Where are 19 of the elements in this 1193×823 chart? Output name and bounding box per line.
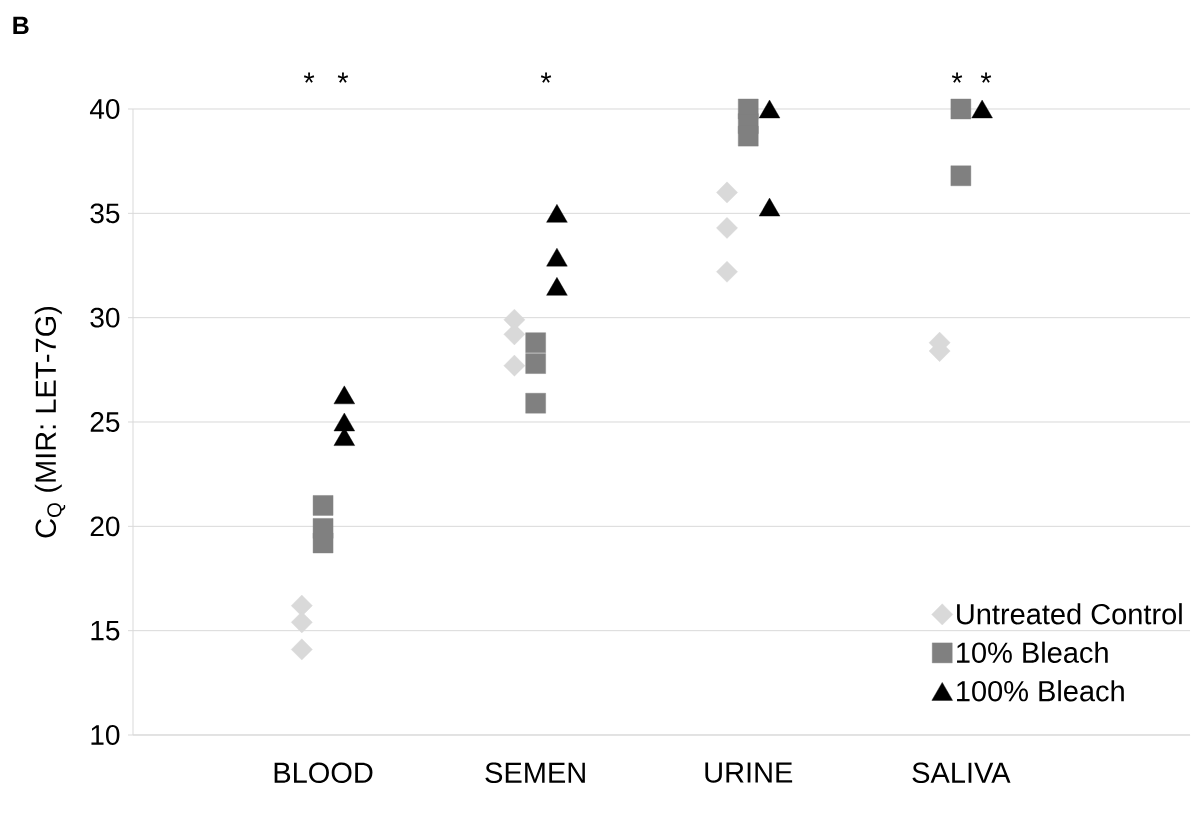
y-axis-title: C$_{Q}$ (MIR: LET-7G) [34,306,66,538]
y-tick-label: 10 [91,725,120,745]
x-tick-label: URINE [705,762,793,783]
text: * [540,72,552,83]
text: * * [951,72,992,83]
y-tick-label: 30 [90,307,120,328]
legend-label: 100% Bleach [957,680,1124,702]
legend-label: 10% Bleach [957,641,1108,663]
y-tick-label: 40 [89,99,120,119]
legend-label: Untreated Control [957,603,1182,625]
text: B [13,16,29,34]
y-tick-label: 25 [90,412,120,432]
x-tick-label: SALIVA [912,762,1011,784]
x-tick-label: BLOOD [274,762,373,784]
y-tick-label: 35 [90,203,120,224]
y-tick-label: 15 [91,620,120,641]
y-tick-label: 20 [90,516,120,537]
text: * * [303,72,349,83]
x-tick-label: SEMEN [485,762,585,784]
